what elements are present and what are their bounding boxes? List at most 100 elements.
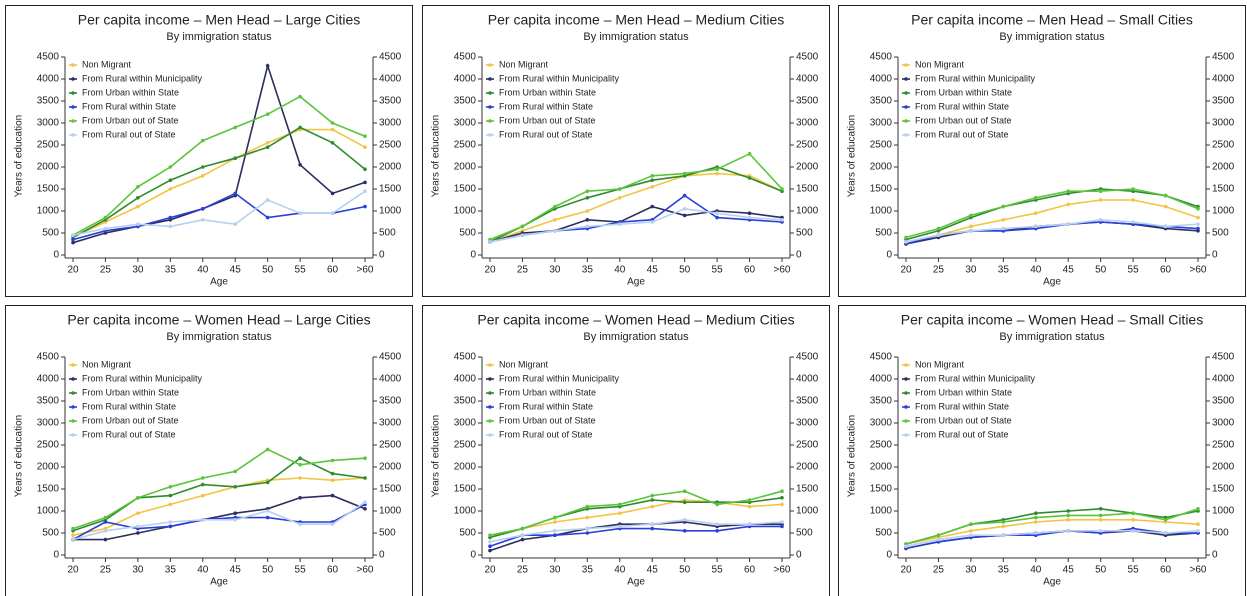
legend-label: From Rural within State: [915, 101, 1009, 111]
y-tick-label: 500: [42, 528, 59, 539]
series-marker: [363, 180, 367, 185]
x-tick-label: >60: [774, 265, 791, 276]
panel-border: [422, 305, 830, 596]
x-tick-label: 20: [900, 265, 912, 276]
legend-label: Non Migrant: [82, 359, 132, 369]
series-line: [905, 508, 1199, 545]
series-marker: [168, 520, 173, 524]
legend-label: From Urban out of State: [82, 115, 179, 125]
series-marker: [71, 526, 75, 531]
legend-label: From Rural out of State: [915, 429, 1009, 439]
legend-label: From Rural within State: [915, 401, 1009, 411]
series-marker: [747, 498, 752, 502]
series-marker: [1196, 529, 1200, 533]
series-marker: [715, 522, 719, 526]
series-marker: [298, 476, 302, 480]
y2-tick-label: 4000: [1212, 374, 1235, 385]
y-tick-label: 2000: [870, 162, 893, 173]
series-marker: [233, 518, 238, 522]
x-tick-label: 45: [230, 565, 242, 576]
y-tick-label: 3500: [454, 396, 477, 407]
y2-tick-label: 500: [379, 228, 396, 239]
series-marker: [553, 529, 557, 533]
series-marker: [265, 515, 270, 520]
series-marker: [969, 533, 973, 537]
x-tick-label: 45: [230, 265, 242, 276]
y2-tick-label: 1000: [1212, 206, 1235, 217]
series-marker: [747, 152, 752, 156]
y2-tick-label: 2000: [379, 462, 402, 473]
series-marker: [780, 187, 784, 191]
legend-label: Non Migrant: [915, 59, 965, 69]
series-marker: [363, 500, 367, 504]
series-marker: [1098, 198, 1103, 202]
series-marker: [715, 529, 719, 533]
y-tick-label: 0: [886, 250, 892, 261]
panel-border: [5, 5, 413, 297]
series-marker: [520, 224, 525, 229]
series-marker: [650, 504, 655, 509]
series-marker: [136, 222, 140, 226]
series-line: [905, 519, 1199, 545]
series-marker: [136, 524, 140, 529]
y2-tick-label: 1000: [379, 506, 402, 517]
series-line: [72, 62, 366, 244]
y-tick-label: 4500: [870, 352, 893, 363]
y-tick-label: 4000: [37, 74, 60, 85]
series-marker: [585, 531, 590, 535]
x-tick-label: 55: [1128, 265, 1140, 276]
y-tick-label: 3500: [37, 96, 60, 107]
y2-tick-label: 0: [379, 250, 385, 261]
series-marker: [136, 511, 140, 515]
series-marker: [936, 226, 941, 231]
series-marker: [1066, 222, 1071, 226]
series-marker: [363, 189, 367, 193]
legend-label: From Rural out of State: [82, 129, 176, 139]
x-tick-label: 55: [1128, 565, 1140, 576]
series-marker: [330, 493, 335, 498]
series-marker: [936, 533, 941, 537]
y-tick-label: 1500: [37, 184, 60, 195]
y-tick-label: 0: [470, 550, 476, 561]
series-marker: [1163, 518, 1168, 522]
series-marker: [200, 476, 205, 480]
y2-tick-label: 3000: [796, 118, 819, 129]
series-marker: [363, 145, 367, 149]
y2-tick-label: 4500: [1212, 352, 1235, 363]
y2-tick-label: 3500: [379, 96, 402, 107]
series-marker: [682, 193, 687, 198]
series-marker: [1131, 518, 1135, 522]
series-marker: [1196, 522, 1200, 526]
series-marker: [1066, 529, 1071, 533]
y2-tick-label: 1500: [1212, 184, 1235, 195]
series-marker: [488, 240, 492, 244]
series-marker: [200, 207, 205, 211]
series-marker: [1033, 211, 1038, 215]
y2-tick-label: 3000: [1212, 118, 1235, 129]
series-marker: [200, 165, 205, 169]
series-line: [72, 477, 366, 536]
series-marker: [585, 515, 590, 520]
x-tick-label: 40: [614, 565, 626, 576]
series-marker: [330, 191, 335, 196]
series-marker: [265, 64, 270, 68]
series-line: [905, 188, 1199, 239]
series-marker: [298, 94, 302, 99]
y-tick-label: 500: [875, 528, 892, 539]
series-marker: [168, 524, 173, 529]
y2-tick-label: 500: [796, 528, 813, 539]
series-marker: [747, 211, 752, 215]
x-tick-label: 20: [900, 565, 912, 576]
y2-tick-label: 3000: [379, 118, 402, 129]
y2-tick-label: 1500: [796, 484, 819, 495]
legend-label: From Rural out of State: [499, 429, 593, 439]
series-marker: [103, 215, 108, 220]
series-marker: [103, 226, 108, 231]
y2-tick-label: 0: [1212, 550, 1218, 561]
series-marker: [265, 509, 270, 513]
y-tick-label: 500: [875, 228, 892, 239]
y-tick-label: 4000: [454, 74, 477, 85]
series-marker: [488, 540, 492, 544]
y2-tick-label: 1000: [796, 506, 819, 517]
series-line: [489, 518, 783, 543]
